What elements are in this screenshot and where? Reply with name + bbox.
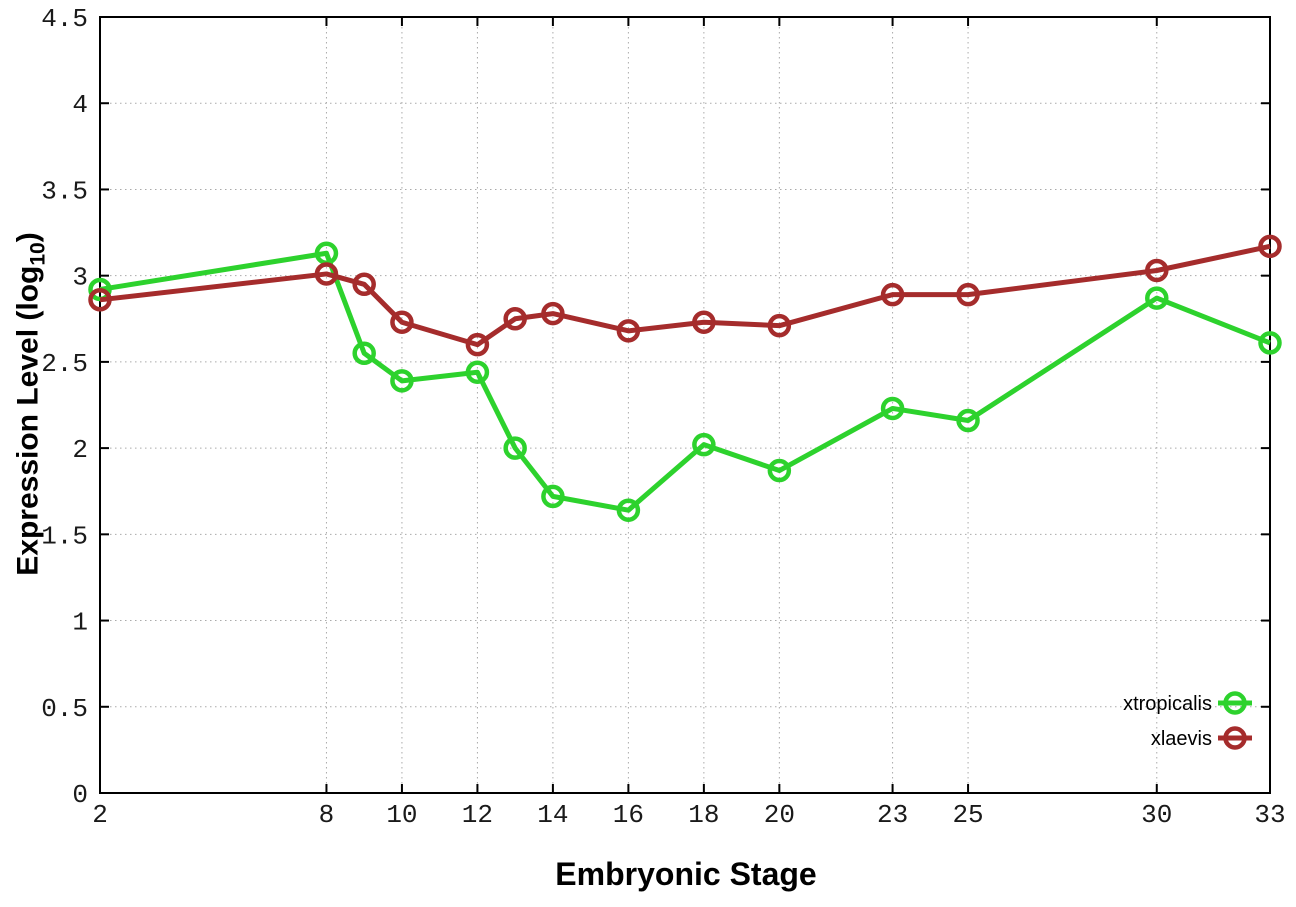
data-point-xlaevis <box>880 282 905 307</box>
legend-label-xtropicalis: xtropicalis <box>1123 693 1212 715</box>
data-point-xtropicalis <box>541 484 565 509</box>
data-point-xlaevis <box>541 301 565 326</box>
x-tick-label: 20 <box>764 800 795 830</box>
data-point-xlaevis <box>1258 234 1282 259</box>
y-tick-label: 4.5 <box>41 4 88 34</box>
y-tick-label: 3 <box>72 263 88 293</box>
x-tick-label: 10 <box>386 800 417 830</box>
x-tick-label: 18 <box>688 800 719 830</box>
data-point-xtropicalis <box>465 360 490 384</box>
data-point-xlaevis <box>390 310 414 334</box>
y-tick-label: 2 <box>72 435 88 465</box>
y-tick-label: 0.5 <box>41 694 88 724</box>
data-point-xlaevis <box>352 272 376 297</box>
legend-marker-sample <box>1223 726 1247 750</box>
legend-marker-sample <box>1223 691 1247 715</box>
data-point-xlaevis <box>616 319 641 343</box>
data-point-xtropicalis <box>880 396 905 421</box>
x-tick-label: 33 <box>1254 800 1285 830</box>
x-axis-title: Embryonic Stage <box>555 856 817 892</box>
plot-border <box>99 16 1271 794</box>
y-tick-label: 4 <box>72 90 88 120</box>
data-point-xlaevis <box>314 262 339 286</box>
x-tick-label: 12 <box>462 800 493 830</box>
y-tick-label: 3.5 <box>41 176 88 206</box>
data-point-xtropicalis <box>692 432 716 457</box>
legend: xtropicalis xlaevis <box>1123 691 1252 750</box>
x-tick-label: 23 <box>877 800 908 830</box>
series-line-xtropicalis <box>99 250 1271 513</box>
data-point-xtropicalis <box>503 436 527 460</box>
y-tick-label: 0 <box>72 780 88 810</box>
x-tick-label: 30 <box>1141 800 1172 830</box>
grid-lines <box>100 17 1270 793</box>
y-tick-label: 2.5 <box>41 349 88 379</box>
legend-label-xlaevis: xlaevis <box>1151 728 1212 750</box>
x-tick-label: 25 <box>952 800 983 830</box>
y-axis-title-subscript: 10 <box>26 242 50 266</box>
y-axis-title-text: Expression Level (log <box>11 265 45 576</box>
x-tick-label: 2 <box>92 800 108 830</box>
data-point-xlaevis <box>956 282 980 307</box>
data-point-xlaevis <box>767 313 792 338</box>
x-tick-label: 14 <box>537 800 568 830</box>
data-point-xtropicalis <box>1258 331 1282 355</box>
tick-labels: 2 8 10 12 14 16 18 20 23 25 30 33 0 0.5 1 1.5 2 2.5 3 3.5 4 4… <box>41 4 1285 830</box>
data-point-xtropicalis <box>1145 286 1169 310</box>
data-point-xtropicalis <box>956 408 980 433</box>
data-point-xlaevis <box>503 307 527 331</box>
y-tick-label: 1 <box>72 608 88 638</box>
data-point-xtropicalis <box>767 458 792 483</box>
axis-ticks <box>99 16 1271 794</box>
data-point-xtropicalis <box>390 369 414 393</box>
data-point-xlaevis <box>465 332 490 357</box>
data-point-xlaevis <box>1145 258 1169 283</box>
x-tick-label: 16 <box>613 800 644 830</box>
y-axis-title-suffix: ) <box>11 232 45 243</box>
x-tick-label: 8 <box>319 800 335 830</box>
y-axis-title: Expression Level (log10) <box>12 232 51 575</box>
series-xtropicalis <box>88 241 1282 522</box>
data-point-xlaevis <box>88 288 112 312</box>
data-point-xtropicalis <box>616 498 641 522</box>
y-tick-label: 1.5 <box>41 521 88 551</box>
data-point-xtropicalis <box>352 341 376 366</box>
series-xlaevis <box>88 234 1282 357</box>
data-point-xlaevis <box>692 310 716 334</box>
